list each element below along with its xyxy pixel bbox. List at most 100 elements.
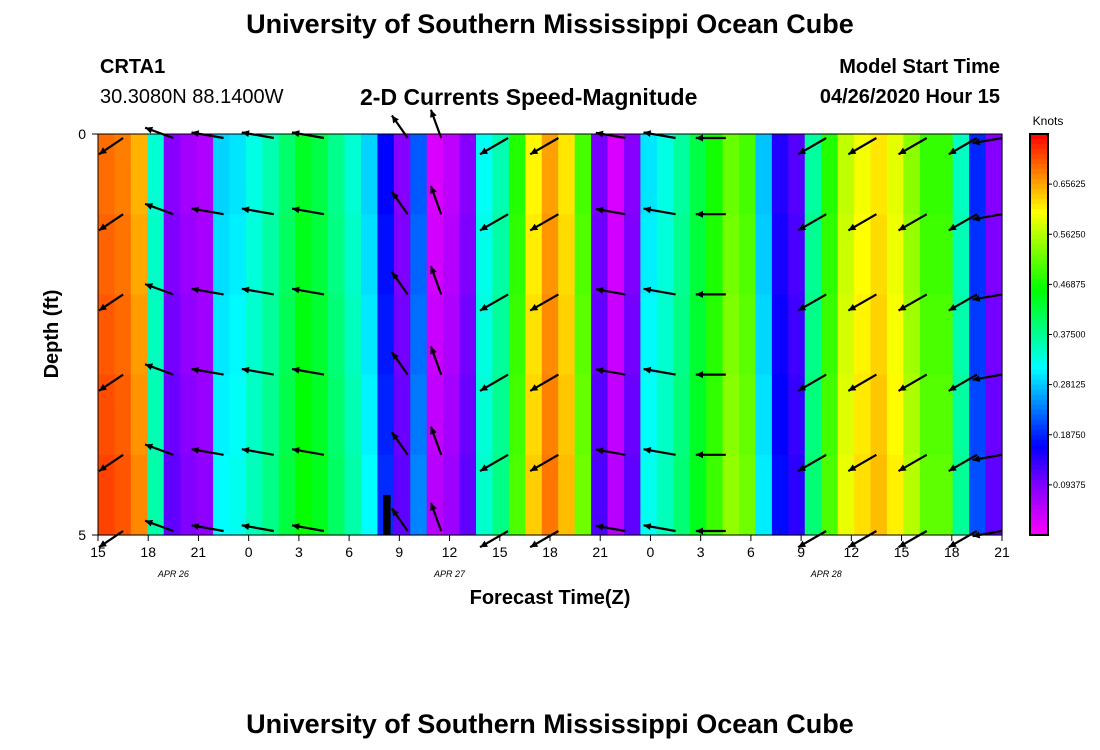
heatmap-cell — [328, 294, 346, 376]
colorbar-segment — [1030, 169, 1048, 175]
heatmap-cell — [591, 374, 609, 456]
heatmap-cell — [196, 294, 214, 376]
heatmap-cell — [213, 214, 231, 295]
heatmap-cell — [607, 214, 625, 295]
heatmap-cell — [196, 454, 214, 536]
vector-arrow-head — [145, 126, 154, 134]
vector-arrow-head — [848, 464, 857, 472]
vector-arrow-head — [292, 366, 300, 374]
heatmap-cell — [163, 134, 181, 215]
heatmap-cell — [130, 134, 148, 215]
heatmap-cell — [98, 134, 116, 215]
heatmap-cell — [180, 454, 198, 536]
heatmap-cell — [410, 294, 428, 376]
heatmap-cell — [295, 454, 313, 536]
heatmap-cell — [328, 134, 346, 215]
heatmap-cell — [262, 214, 280, 295]
vector-arrow-head — [191, 366, 200, 374]
colorbar-segment — [1030, 289, 1048, 295]
heatmap-cell — [541, 454, 559, 536]
heatmap-cell — [459, 294, 477, 376]
heatmap-cell — [393, 214, 411, 295]
vector-arrow-head — [972, 375, 981, 382]
heatmap-cell — [722, 294, 740, 376]
heatmap-cell — [640, 454, 658, 536]
colorbar-segment — [1030, 404, 1048, 411]
heatmap-cell — [936, 454, 954, 536]
x-tick-label: 12 — [442, 544, 458, 560]
heatmap-cell — [558, 454, 576, 536]
station-id: CRTA1 — [100, 56, 166, 78]
colorbar-segment — [1030, 324, 1048, 331]
x-tick-label: 15 — [894, 544, 910, 560]
heatmap-cell — [508, 294, 526, 376]
heatmap-cell — [985, 214, 1003, 295]
colorbar-segment — [1030, 209, 1048, 215]
vector-arrow-head — [292, 206, 300, 214]
colorbar-segment — [1030, 509, 1048, 516]
vector-arrow-head — [530, 384, 539, 391]
colorbar-segment — [1030, 434, 1048, 441]
heatmap-cell — [295, 294, 313, 376]
model-start-label: Model Start Time — [839, 56, 1000, 78]
vector-arrow-head — [191, 206, 200, 214]
colorbar-segment — [1030, 409, 1048, 416]
x-tick-label: 18 — [542, 544, 558, 560]
colorbar-segment — [1030, 499, 1048, 506]
colorbar-segment — [1030, 389, 1048, 396]
vector-arrow-head — [530, 304, 539, 311]
heatmap-cell — [295, 374, 313, 456]
vector-arrow-head — [480, 223, 488, 231]
vector-arrow-head — [948, 540, 957, 548]
x-tick-label: 21 — [994, 544, 1010, 560]
chart-subtitle: 2-D Currents Speed-Magnitude — [360, 84, 698, 110]
heatmap-cell — [147, 134, 165, 215]
heatmap-cell — [804, 374, 822, 456]
vector-arrow-head — [948, 464, 957, 472]
vector-arrow-head — [145, 283, 154, 290]
missing-data-bar — [383, 494, 391, 535]
colorbar-segment — [1030, 479, 1048, 486]
vector-arrow-head — [948, 384, 957, 391]
colorbar-segment — [1030, 284, 1048, 290]
heatmap-cell — [163, 454, 181, 536]
heatmap-cell — [476, 134, 494, 215]
colorbar-segment — [1030, 369, 1048, 376]
vector-arrow-head — [191, 523, 200, 530]
colorbar-segment — [1030, 454, 1048, 461]
colorbar-segment — [1030, 194, 1048, 200]
heatmap-cell — [574, 294, 592, 376]
heatmap-cell — [541, 214, 559, 295]
heatmap-cell — [443, 454, 461, 536]
heatmap-cell — [558, 214, 576, 295]
heatmap-cell — [278, 214, 296, 295]
heatmap-cell — [344, 134, 362, 215]
heatmap-cell — [98, 294, 116, 376]
heatmap-cell — [262, 454, 280, 536]
heatmap-cell — [558, 294, 576, 376]
heatmap-cell — [410, 214, 428, 295]
heatmap-cell — [114, 374, 132, 456]
heatmap-cell — [640, 134, 658, 215]
heatmap-cell — [311, 134, 329, 215]
colorbar-segment — [1030, 504, 1048, 511]
heatmap-cell — [213, 134, 231, 215]
vector-arrow-head — [972, 294, 981, 302]
heatmap-cell — [360, 294, 379, 376]
heatmap-cell — [344, 294, 362, 376]
heatmap-cell — [196, 214, 214, 295]
heatmap-cell — [426, 214, 444, 295]
y-axis-label: Depth (ft) — [41, 290, 63, 379]
vector-arrow-head — [972, 138, 981, 146]
colorbar-segment — [1030, 439, 1048, 446]
heatmap-cell — [640, 214, 658, 295]
colorbar-segment — [1030, 144, 1048, 150]
x-tick-label: 18 — [140, 544, 156, 560]
station-coordinates: 30.3080N 88.1400W — [100, 86, 284, 108]
heatmap-cell — [903, 134, 921, 215]
vector-arrow-head — [530, 147, 539, 155]
heatmap-cell — [180, 214, 198, 295]
vector-arrow-head — [145, 519, 154, 527]
heatmap-cell — [476, 214, 494, 295]
heatmap-cell — [755, 294, 773, 376]
